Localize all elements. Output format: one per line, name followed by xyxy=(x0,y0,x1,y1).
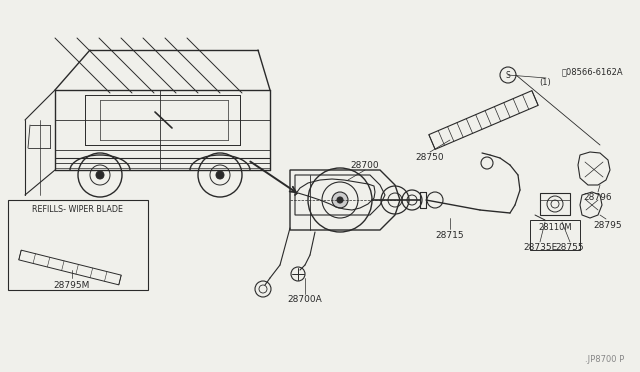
Bar xyxy=(8,200,148,290)
Text: 28750: 28750 xyxy=(416,154,444,163)
Text: 28700A: 28700A xyxy=(287,295,323,305)
Bar xyxy=(540,193,570,215)
Text: 28795: 28795 xyxy=(594,221,622,230)
Text: 28796: 28796 xyxy=(584,193,612,202)
Circle shape xyxy=(337,197,343,203)
Text: 28795M: 28795M xyxy=(54,280,90,289)
Circle shape xyxy=(96,171,104,179)
Text: REFILLS- WIPER BLADE: REFILLS- WIPER BLADE xyxy=(33,205,124,215)
Text: 28110M: 28110M xyxy=(538,224,572,232)
Text: Ⓝ08566-6162A: Ⓝ08566-6162A xyxy=(562,67,623,77)
Text: 28735E: 28735E xyxy=(523,244,557,253)
Text: 28715: 28715 xyxy=(436,231,464,240)
Text: .JP8700 P: .JP8700 P xyxy=(586,356,625,365)
Text: 28700: 28700 xyxy=(351,160,380,170)
Text: 28755: 28755 xyxy=(556,244,584,253)
Circle shape xyxy=(216,171,224,179)
Bar xyxy=(530,220,580,250)
Text: S: S xyxy=(506,71,510,80)
Circle shape xyxy=(332,192,348,208)
Text: (1): (1) xyxy=(539,78,551,87)
